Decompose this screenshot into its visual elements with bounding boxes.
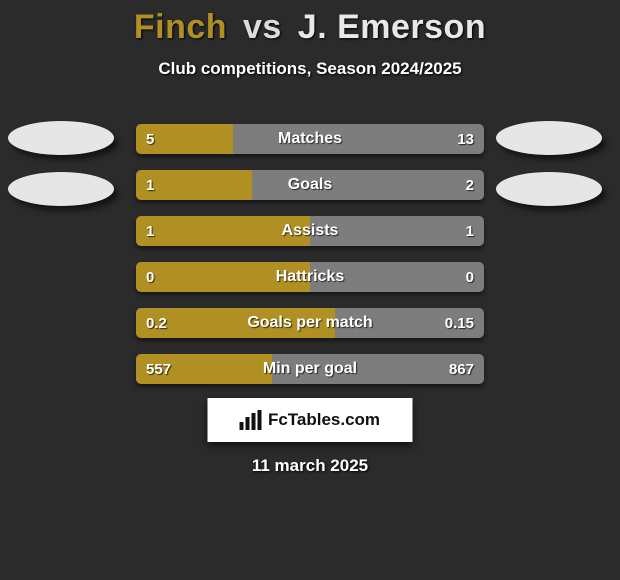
bar-chart-icon bbox=[240, 410, 262, 430]
bar-value-right: 0 bbox=[466, 262, 474, 292]
bar-goals: 1 Goals 2 bbox=[136, 170, 484, 200]
comparison-bars: 5 Matches 13 1 Goals 2 1 Assists 1 0 Hat… bbox=[136, 124, 484, 400]
bar-label: Matches bbox=[136, 124, 484, 154]
comparison-stage: Finch vs J. Emerson Club competitions, S… bbox=[0, 0, 620, 580]
bar-value-right: 867 bbox=[449, 354, 474, 384]
bar-min-per-goal: 557 Min per goal 867 bbox=[136, 354, 484, 384]
bar-value-right: 1 bbox=[466, 216, 474, 246]
title-player2: J. Emerson bbox=[298, 8, 486, 46]
bar-matches: 5 Matches 13 bbox=[136, 124, 484, 154]
brand-text: FcTables.com bbox=[268, 410, 380, 430]
subtitle: Club competitions, Season 2024/2025 bbox=[0, 59, 620, 79]
bar-assists: 1 Assists 1 bbox=[136, 216, 484, 246]
bar-value-right: 2 bbox=[466, 170, 474, 200]
bar-label: Min per goal bbox=[136, 354, 484, 384]
player1-badge-row2 bbox=[8, 172, 114, 206]
brand-badge: FcTables.com bbox=[208, 398, 413, 442]
title-player1: Finch bbox=[134, 8, 227, 46]
bar-value-right: 0.15 bbox=[445, 308, 474, 338]
bar-value-right: 13 bbox=[457, 124, 474, 154]
bar-label: Assists bbox=[136, 216, 484, 246]
bar-label: Goals per match bbox=[136, 308, 484, 338]
player2-badge-row1 bbox=[496, 121, 602, 155]
bar-goals-per-match: 0.2 Goals per match 0.15 bbox=[136, 308, 484, 338]
bar-hattricks: 0 Hattricks 0 bbox=[136, 262, 484, 292]
page-title: Finch vs J. Emerson bbox=[0, 0, 620, 47]
bar-label: Goals bbox=[136, 170, 484, 200]
player1-badge-row1 bbox=[8, 121, 114, 155]
player2-badge-row2 bbox=[496, 172, 602, 206]
date-label: 11 march 2025 bbox=[0, 456, 620, 476]
bar-label: Hattricks bbox=[136, 262, 484, 292]
title-vs: vs bbox=[243, 8, 282, 46]
